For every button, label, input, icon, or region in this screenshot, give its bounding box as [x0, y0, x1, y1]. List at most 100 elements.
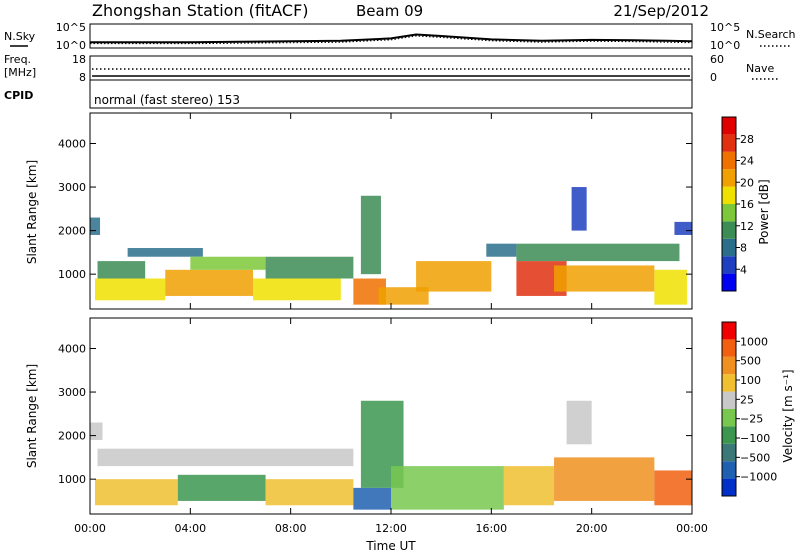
colorbar-segment — [722, 151, 736, 170]
colorbar-segment — [722, 339, 736, 357]
heatmap-band — [177, 474, 266, 501]
colorbar-tick-label: 12 — [740, 220, 754, 233]
heatmap-band — [165, 269, 254, 296]
cpid-mode: normal (fast stereo) 153 — [94, 93, 240, 107]
y-tick-label: 2000 — [58, 225, 86, 238]
station-title: Zhongshan Station (fitACF) — [92, 1, 309, 20]
colorbar-segment — [722, 256, 736, 274]
heatmap-band — [360, 195, 381, 275]
power-y-label: Slant Range [km] — [25, 160, 39, 264]
colorbar-segment — [722, 204, 736, 222]
power-colorbar-title: Power [dB] — [757, 179, 771, 244]
colorbar-segment — [722, 221, 736, 239]
colorbar-segment — [722, 356, 736, 375]
heatmap-band — [571, 187, 587, 231]
heatmap-band — [95, 479, 178, 506]
heatmap-band — [654, 269, 687, 305]
colorbar-segment — [722, 409, 736, 427]
heatmap-band — [353, 487, 391, 510]
noise-right-label: N.Search — [746, 28, 796, 41]
time-tick-label: 12:00 — [375, 522, 407, 535]
power-y-ticks: 4000 3000 2000 1000 — [58, 137, 692, 281]
cpid-panel — [89, 79, 693, 109]
heatmap-band — [416, 261, 492, 292]
heatmap-band — [127, 248, 203, 257]
nave-label: Nave — [746, 62, 774, 75]
heatmap-band — [97, 448, 354, 467]
time-tick-label: 16:00 — [475, 522, 507, 535]
heatmap-band — [654, 470, 692, 506]
colorbar-tick-label: 500 — [740, 355, 761, 368]
colorbar-tick-label: −100 — [740, 432, 770, 445]
heatmap-band — [253, 278, 341, 301]
freq-tick-right-bottom: 0 — [710, 71, 717, 84]
velocity-colorbar-title: Velocity [m s⁻¹] — [781, 369, 795, 462]
colorbar-tick-label: 28 — [740, 133, 754, 146]
noise-tick-right-top: 10^5 — [710, 21, 740, 34]
noise-left-label: N.Sky — [4, 30, 36, 43]
noise-search-line — [90, 35, 693, 45]
power-colorbar: 28 24 20 16 12 8 4 — [721, 116, 754, 292]
freq-tick-right-top: 60 — [710, 53, 724, 66]
velocity-y-label: Slant Range [km] — [25, 364, 39, 468]
time-axis: 00:00 04:00 08:00 12:00 16:00 20:00 00:00 — [74, 113, 708, 535]
colorbar-tick-label: 8 — [740, 242, 747, 255]
noise-tick-left-bottom: 10^0 — [56, 39, 86, 52]
y-tick-label: 4000 — [58, 137, 86, 150]
colorbar-segment — [722, 186, 736, 204]
y-tick-label: 1000 — [58, 473, 86, 486]
heatmap-band — [554, 457, 655, 501]
heatmap-band — [391, 466, 504, 510]
colorbar-tick-label: −500 — [740, 451, 770, 464]
beam-label: Beam 09 — [356, 2, 423, 20]
time-tick-label: 00:00 — [676, 522, 708, 535]
colorbar-segment — [722, 391, 736, 409]
time-tick-label: 00:00 — [74, 522, 106, 535]
colorbar-segment — [722, 322, 736, 340]
heatmap-band — [503, 466, 555, 506]
time-tick-label: 20:00 — [576, 522, 608, 535]
heatmap-band — [265, 256, 354, 279]
noise-sky-line — [90, 33, 693, 44]
time-tick-label: 04:00 — [174, 522, 206, 535]
velocity-heatmap — [90, 400, 692, 510]
heatmap-band — [674, 221, 692, 235]
colorbar-tick-label: 20 — [740, 176, 754, 189]
colorbar-segment — [722, 426, 736, 444]
colorbar-segment — [722, 117, 736, 135]
heatmap-band — [516, 243, 680, 262]
colorbar-frame — [721, 321, 737, 497]
y-tick-label: 1000 — [58, 268, 86, 281]
colorbar-segment — [722, 134, 736, 152]
colorbar-tick-label: −25 — [740, 413, 763, 426]
y-tick-label: 2000 — [58, 430, 86, 443]
date-label: 21/Sep/2012 — [613, 2, 709, 20]
noise-tick-left-top: 10^5 — [56, 21, 86, 34]
heatmap-band — [566, 400, 592, 445]
velocity-colorbar: 1000 500 100 25 −25 −100 −500 −1000 — [721, 321, 777, 497]
time-tick-label: 08:00 — [275, 522, 307, 535]
y-tick-label: 3000 — [58, 386, 86, 399]
freq-label-1: Freq. — [4, 53, 31, 66]
heatmap-band — [90, 422, 103, 440]
y-tick-label: 3000 — [58, 181, 86, 194]
heatmap-band — [486, 243, 517, 257]
colorbar-segment — [722, 443, 736, 462]
cpid-label: CPID — [4, 89, 33, 102]
freq-tick-left-top: 18 — [72, 53, 86, 66]
colorbar-tick-label: 4 — [740, 263, 747, 276]
colorbar-tick-label: 16 — [740, 198, 754, 211]
heatmap-band — [554, 265, 655, 292]
time-axis-title: Time UT — [365, 539, 416, 553]
noise-series — [90, 33, 693, 45]
heatmap-band — [190, 256, 266, 270]
colorbar-segment — [722, 273, 736, 291]
colorbar-tick-label: 100 — [740, 374, 761, 387]
heatmap-band — [97, 261, 146, 279]
heatmap-band — [95, 278, 166, 301]
colorbar-segment — [722, 238, 736, 257]
colorbar-tick-label: −1000 — [740, 471, 777, 484]
colorbar-segment — [722, 169, 736, 187]
colorbar-segment — [722, 461, 736, 479]
colorbar-tick-label: 1000 — [740, 335, 768, 348]
